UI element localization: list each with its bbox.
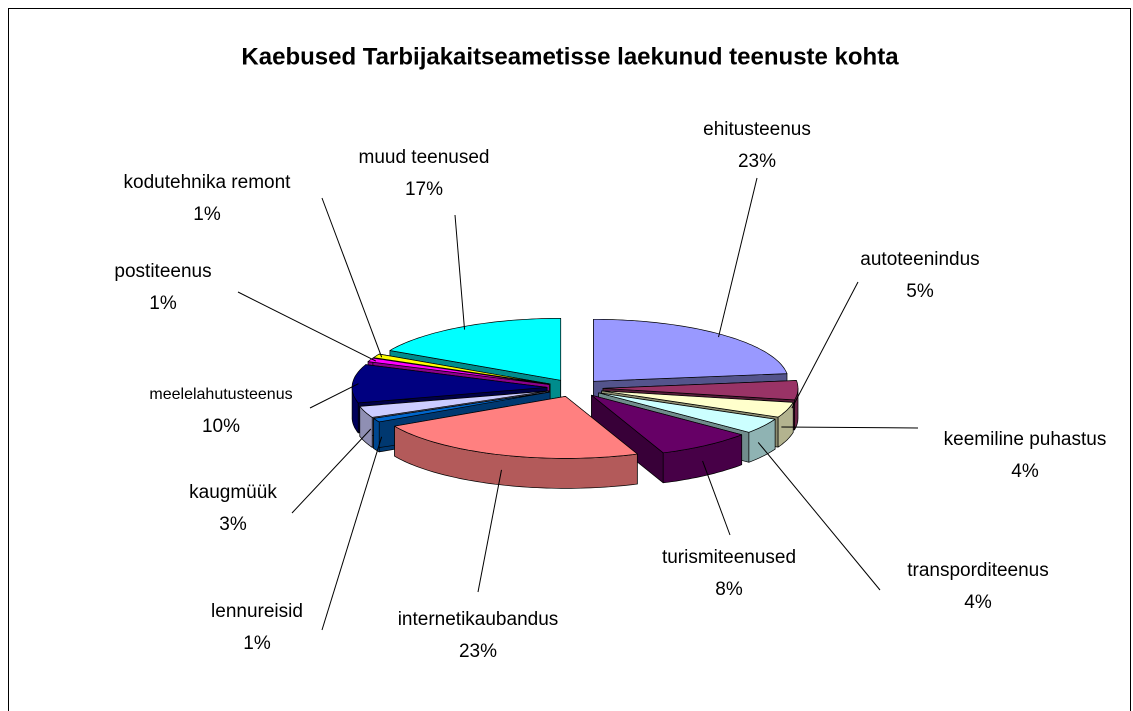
slice-label: keemiline puhastus [944,429,1107,450]
slice-value-label: 1% [149,293,177,314]
slice-value-label: 3% [219,514,247,535]
leader-line [454,214,466,330]
leader-line [791,281,859,409]
slice-top [601,390,794,418]
slice-top [367,357,550,385]
slice-top [602,380,799,401]
slice [591,394,743,484]
slice-top [394,396,638,459]
slice-top [591,394,743,454]
slice-value-label: 8% [715,579,743,600]
slice-top [373,391,551,423]
slice-label: ehitusteenus [703,119,811,140]
slice-top [598,392,776,433]
slice-value-label: 4% [1011,461,1039,482]
slice-value-label: 1% [193,204,221,225]
slice-value-label: 5% [906,281,934,302]
slice-label: lennureisid [211,601,303,622]
leader-line [321,436,383,631]
leader-line [309,383,359,409]
slice-value-label: 23% [738,151,776,172]
slice-label: turismiteenused [662,547,796,568]
chart-frame [8,8,1131,711]
leader-line [757,442,881,591]
slice-value-label: 1% [243,633,271,654]
slice-label: internetikaubandus [398,609,559,630]
slice-top [389,317,562,381]
leader-line [321,197,383,358]
slice-value-label: 23% [459,641,497,662]
leader-line [781,426,919,429]
slice-label: kaugmüük [189,482,277,503]
slice-label: meelelahutusteenus [149,386,292,403]
leader-line [291,428,372,514]
slice-top [373,353,551,385]
leader-line [702,460,731,536]
slice-label: postiteenus [114,261,211,282]
slice-value-label: 17% [405,179,443,200]
leader-line [477,469,502,593]
leader-line [718,177,758,338]
chart-title: Kaebused Tarbijakaitseametisse laekunud … [241,43,899,70]
slice-top [359,390,550,418]
slice [394,396,638,489]
slice-value-label: 4% [964,592,992,613]
slice-value-label: 10% [202,416,240,437]
slice-label: autoteenindus [860,249,979,270]
slice-top [351,364,548,404]
leader-line [237,291,377,362]
slice-top [593,318,788,382]
slice-label: kodutehnika remont [124,172,292,193]
slice-label: muud teenused [359,147,490,168]
slice-label: transporditeenus [907,560,1049,581]
